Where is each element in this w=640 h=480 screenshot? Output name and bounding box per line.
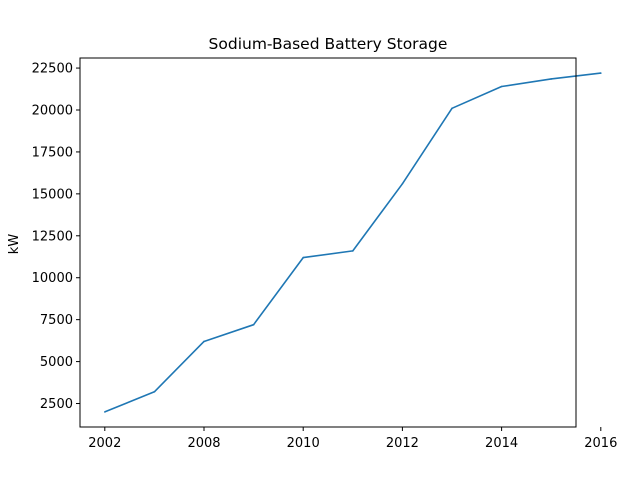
data-point	[302, 256, 305, 259]
plot-frame	[79, 57, 577, 428]
x-tick-label: 2014	[485, 436, 518, 451]
x-tick-label: 2012	[386, 436, 419, 451]
chart-title: Sodium-Based Battery Storage	[209, 35, 448, 53]
y-axis-label: kW	[7, 234, 22, 255]
y-tick-label: 2500	[40, 397, 73, 412]
data-point	[203, 340, 205, 343]
axes: 2500 5000 7500 10000 12500 15000 17500 20000 225…	[32, 62, 618, 451]
series-line	[104, 72, 601, 413]
data-point	[550, 78, 552, 80]
data-point	[153, 390, 156, 393]
y-tick-label: 10000	[32, 271, 73, 286]
y-tick-label: 12500	[32, 229, 73, 244]
data-point	[252, 323, 255, 326]
x-tick-label: 2010	[287, 436, 320, 451]
series-layer	[104, 72, 602, 413]
y-tick-label: 5000	[40, 355, 73, 370]
data-point	[401, 183, 404, 185]
data-point	[352, 250, 354, 252]
y-tick-label: 20000	[32, 103, 73, 118]
x-tick-label: 2002	[88, 436, 121, 451]
y-tick-label: 15000	[32, 187, 73, 202]
data-point	[600, 72, 602, 74]
y-tick-label: 7500	[40, 313, 73, 328]
y-tick-label: 22500	[32, 62, 73, 77]
x-tick-label: 2008	[187, 436, 220, 451]
y-tick-label: 17500	[32, 145, 73, 160]
data-point	[451, 107, 453, 110]
x-tick-label: 2016	[584, 436, 617, 451]
data-point	[104, 411, 106, 413]
data-point	[500, 85, 503, 88]
